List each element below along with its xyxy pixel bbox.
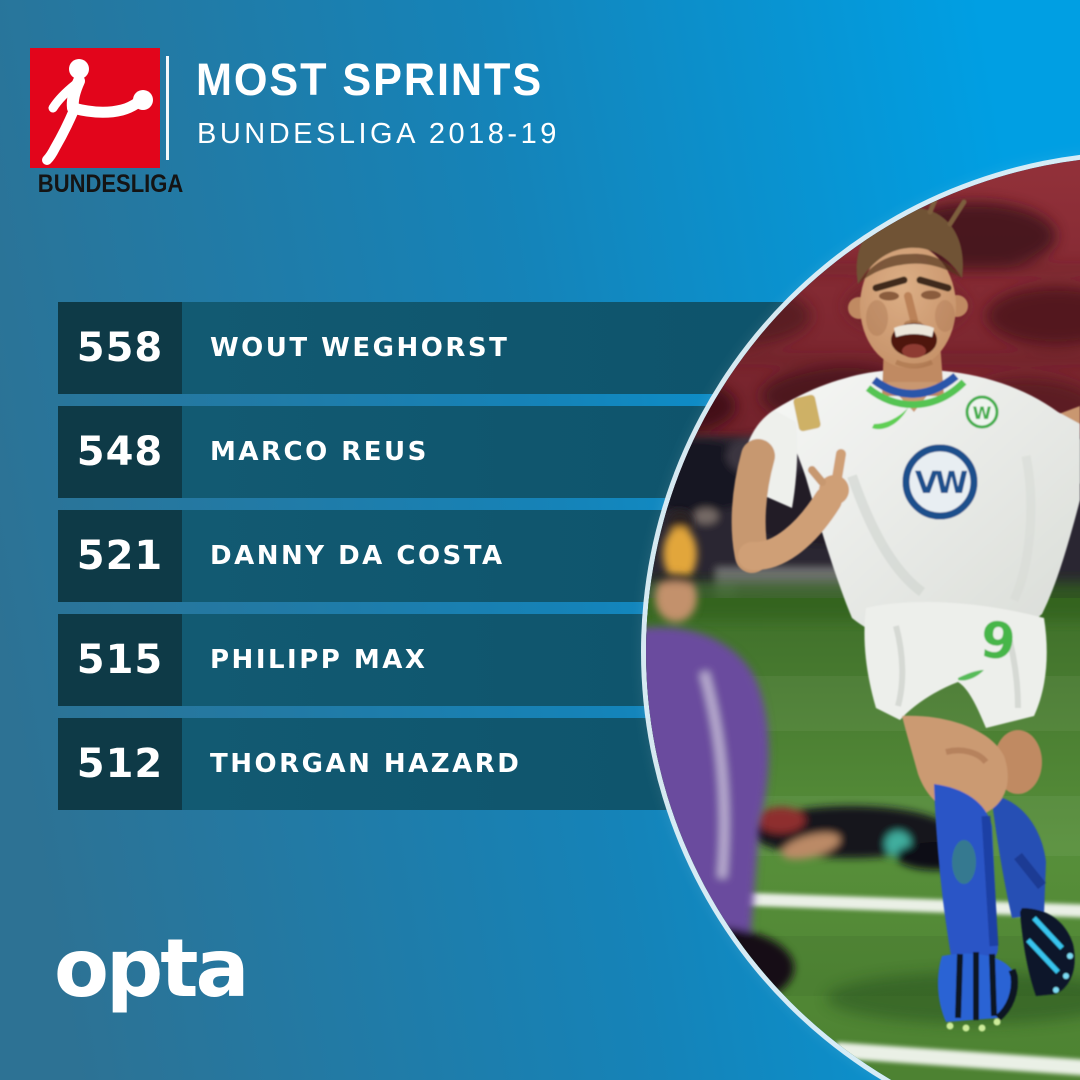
player-figure: W VW 9 [731, 181, 1080, 1032]
pitch-lines [685, 890, 1080, 1080]
player-head [848, 181, 968, 369]
sponsor-text: VW [915, 466, 968, 501]
shirt-number: 9 [978, 610, 1019, 671]
sprint-count: 515 [58, 614, 182, 706]
steward [663, 510, 697, 581]
sleeve-patch [793, 394, 821, 432]
header-divider [166, 56, 169, 160]
goalkeeper [646, 574, 794, 1040]
opta-logo: opta [54, 922, 249, 1015]
player-photo-illustration: W VW 9 [646, 156, 1080, 1080]
collar-trim [865, 379, 967, 409]
bundesliga-figure-icon [42, 59, 153, 165]
page-title: MOST SPRINTS [196, 54, 544, 105]
bundesliga-logo [30, 48, 160, 168]
shorts [864, 602, 1047, 728]
bundesliga-wordmark: BUNDESLIGA [37, 170, 184, 198]
sprint-count: 512 [58, 718, 182, 810]
sponsor-badge [902, 444, 978, 520]
boot-trailing [1020, 908, 1075, 996]
club-badge [965, 395, 999, 429]
figure-head [69, 59, 89, 79]
pointing-hand [819, 475, 849, 505]
ball-icon [133, 90, 153, 110]
club-badge-letter: W [973, 404, 992, 424]
page-subtitle: BUNDESLIGA 2018-19 [197, 118, 560, 150]
sprint-count: 558 [58, 302, 182, 394]
sprint-count: 548 [58, 406, 182, 498]
sprint-count: 521 [58, 510, 182, 602]
swoosh-icon [872, 408, 908, 430]
player-photo: W VW 9 [646, 156, 1080, 1080]
fallen-player [751, 806, 976, 870]
